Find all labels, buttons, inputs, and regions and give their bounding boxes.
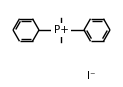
Text: P+: P+	[54, 25, 68, 35]
Text: I⁻: I⁻	[87, 71, 95, 81]
